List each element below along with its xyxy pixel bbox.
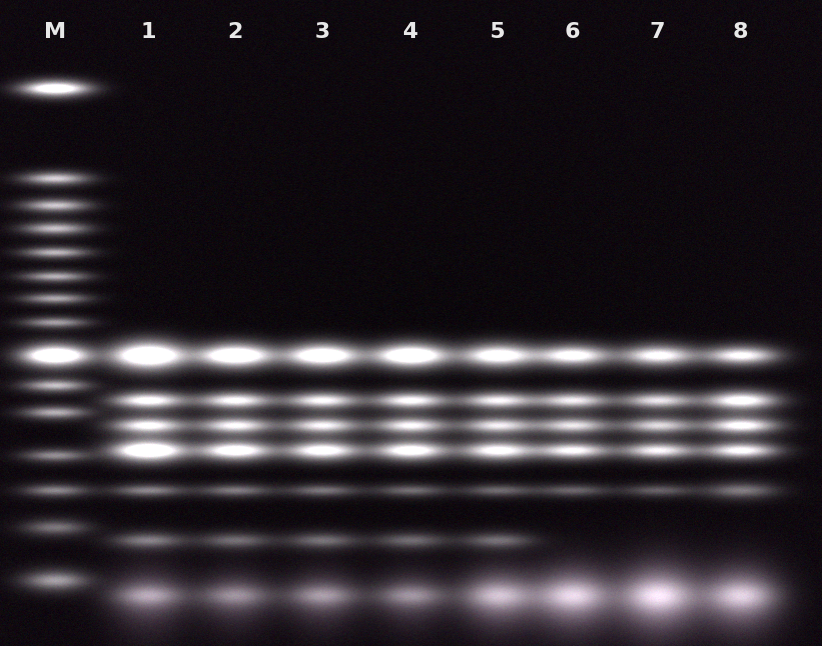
Text: 4: 4 <box>402 22 418 42</box>
Text: 3: 3 <box>314 22 330 42</box>
Text: 2: 2 <box>228 22 242 42</box>
Text: M: M <box>44 22 66 42</box>
Text: 1: 1 <box>141 22 155 42</box>
Text: 6: 6 <box>564 22 580 42</box>
Text: 8: 8 <box>732 22 748 42</box>
Text: 5: 5 <box>489 22 505 42</box>
Text: 7: 7 <box>649 22 665 42</box>
